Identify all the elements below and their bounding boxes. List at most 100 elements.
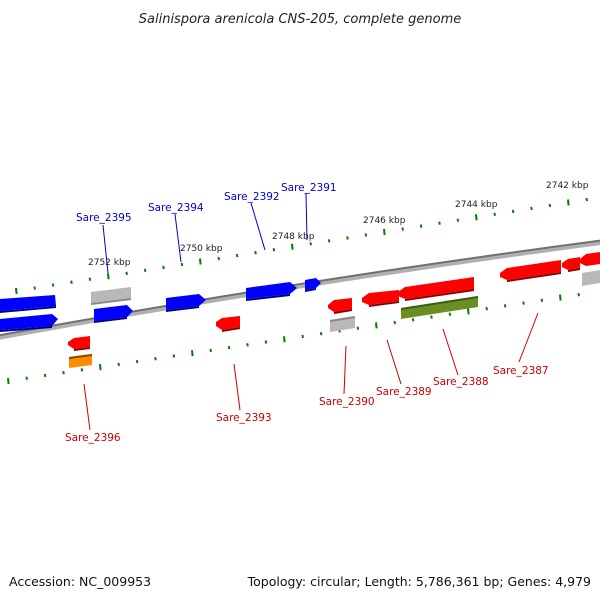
tick-mark <box>217 256 220 261</box>
tick-mark <box>172 354 176 358</box>
tick-mark <box>25 376 28 380</box>
tick-mark <box>33 286 36 290</box>
gene-arrow-sare-2388[interactable] <box>398 277 474 299</box>
gene-label-sare-2395[interactable]: Sare_2395 <box>76 212 132 224</box>
tick-mark <box>567 199 570 206</box>
tick-mark <box>309 242 312 246</box>
tick-mark <box>291 243 294 250</box>
gene-arrow-sare-2395[interactable] <box>94 305 133 321</box>
gene-label-sare-2387[interactable]: Sare_2387 <box>493 365 549 377</box>
tick-mark <box>99 363 102 371</box>
gene-label-sare-2396[interactable]: Sare_2396 <box>65 432 121 444</box>
tick-mark <box>209 348 212 353</box>
tick-mark <box>43 373 47 378</box>
tick-mark <box>235 253 239 258</box>
tick-mark <box>540 298 544 303</box>
accession-text: Accession: NC_009953 <box>9 574 151 589</box>
tick-mark <box>346 236 349 240</box>
gene-arrow-sare-2391[interactable] <box>305 278 321 290</box>
tick-mark <box>375 322 378 329</box>
gene-arrow-sare-2392[interactable] <box>246 282 297 299</box>
tick-mark <box>585 197 588 202</box>
tick-mark <box>364 233 368 237</box>
tick-label-2748: 2748 kbp <box>272 232 315 242</box>
tick-mark <box>264 340 268 344</box>
tick-mark <box>283 336 286 343</box>
reverse-strand-genes <box>68 252 600 368</box>
gene-label-sare-2392[interactable]: Sare_2392 <box>224 191 280 203</box>
tick-mark <box>530 206 533 211</box>
tick-mark <box>7 377 10 385</box>
tick-mark <box>485 306 488 311</box>
gene-label-sare-2394[interactable]: Sare_2394 <box>148 202 204 214</box>
map-title: Salinispora arenicola CNS-205, complete … <box>139 12 461 27</box>
tick-mark <box>154 357 157 361</box>
tick-mark <box>51 283 55 287</box>
gene-label-sare-2388[interactable]: Sare_2388 <box>433 376 489 388</box>
tick-mark <box>254 250 257 255</box>
tick-mark <box>383 228 386 236</box>
tick-mark <box>438 221 441 225</box>
tick-mark <box>301 334 304 339</box>
gene-arrow-sare-2393[interactable] <box>216 316 240 330</box>
gene-label-sare-2390[interactable]: Sare_2390 <box>319 396 375 408</box>
gene-arrow[interactable] <box>0 295 56 311</box>
gene-arrow-sare-2396[interactable] <box>68 336 90 349</box>
tick-mark <box>467 308 470 315</box>
tick-mark <box>80 368 84 372</box>
upper-tick-row <box>15 197 588 295</box>
forward-strand-genes <box>0 270 600 332</box>
tick-mark <box>401 227 404 231</box>
tick-mark <box>356 326 360 330</box>
tick-mark <box>180 262 184 267</box>
gene-arrow-green[interactable] <box>401 296 478 319</box>
gene-arrow-red-right-1[interactable] <box>562 257 580 270</box>
tick-mark <box>125 271 128 276</box>
lower-tick-row <box>7 293 580 385</box>
tick-mark <box>319 332 323 336</box>
tick-mark <box>411 318 415 322</box>
tick-mark <box>199 258 202 265</box>
tick-mark <box>227 345 231 350</box>
tick-mark <box>503 304 507 308</box>
tick-mark <box>577 293 580 297</box>
tick-mark <box>272 248 276 252</box>
tick-mark <box>88 277 92 281</box>
tick-mark <box>548 203 552 208</box>
gene-arrow-sare-2387[interactable] <box>500 260 561 280</box>
tick-mark <box>559 294 562 301</box>
tick-mark <box>246 343 249 347</box>
genome-backbone <box>0 240 600 340</box>
tick-mark <box>522 301 525 305</box>
tick-mark <box>511 209 515 214</box>
tick-mark <box>419 224 423 228</box>
genome-summary-text: Topology: circular; Length: 5,786,361 bp… <box>247 574 591 589</box>
tick-mark <box>327 239 331 243</box>
tick-mark <box>143 268 147 273</box>
gene-arrow-sare-2394[interactable] <box>166 294 206 310</box>
tick-mark <box>456 218 460 222</box>
tick-mark <box>107 273 110 280</box>
gene-arrow-sare-2390[interactable] <box>328 298 352 312</box>
tick-label-2752: 2752 kbp <box>88 258 131 268</box>
tick-mark <box>430 315 433 319</box>
tick-mark <box>475 214 478 221</box>
gene-arrow-gray-right[interactable] <box>582 270 600 286</box>
gene-label-sare-2393[interactable]: Sare_2393 <box>216 412 272 424</box>
gene-label-sare-2389[interactable]: Sare_2389 <box>376 386 432 398</box>
tick-label-2744: 2744 kbp <box>455 200 498 210</box>
tick-mark <box>191 350 194 357</box>
tick-mark <box>493 212 496 217</box>
tick-mark <box>15 287 18 295</box>
tick-mark <box>448 312 452 316</box>
gene-arrow-sare-2389[interactable] <box>362 290 399 305</box>
gene-arrow-red-right-2[interactable] <box>580 252 600 266</box>
gene-arrow-gray-upper[interactable] <box>91 287 131 303</box>
gene-arrow[interactable] <box>0 314 58 330</box>
gene-label-sare-2391[interactable]: Sare_2391 <box>281 182 337 194</box>
label-leader-lines <box>83 192 539 431</box>
tick-mark <box>62 370 65 375</box>
tick-mark <box>117 362 120 367</box>
tick-mark <box>135 359 139 364</box>
